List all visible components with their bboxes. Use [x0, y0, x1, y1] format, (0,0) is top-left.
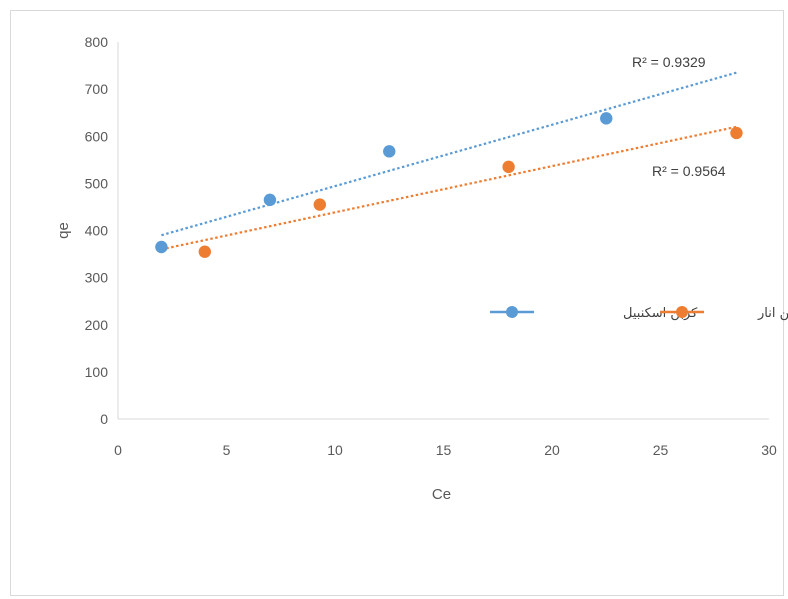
trendline	[161, 125, 737, 251]
data-points	[155, 112, 743, 258]
x-tick-label: 20	[544, 442, 560, 458]
y-tick-label: 100	[85, 364, 109, 380]
axes: 0 100 200 300 400 500 600 700 800 0 5 10 15 20 25 30	[85, 34, 777, 458]
y-tick-label: 300	[85, 270, 109, 286]
trendlines	[161, 71, 737, 251]
data-point	[502, 160, 515, 174]
x-tick-label: 10	[327, 442, 343, 458]
y-tick-label: 600	[85, 128, 109, 144]
y-axis-title: qe	[55, 222, 72, 239]
data-point	[383, 145, 396, 158]
legend-marker	[506, 306, 518, 318]
chart-frame	[10, 10, 784, 596]
x-axis-title: Ce	[432, 486, 451, 503]
x-tick-label: 5	[223, 442, 231, 458]
x-tick-label: 15	[436, 442, 452, 458]
legend: کربن اسکنبیلکربن انار	[490, 306, 788, 321]
data-point	[313, 198, 327, 211]
y-tick-label: 700	[85, 81, 109, 97]
r-squared-label: R² = 0.9564	[652, 163, 726, 179]
y-tick-label: 400	[85, 223, 109, 239]
trendline	[161, 71, 737, 237]
y-tick-label: 200	[85, 317, 109, 333]
x-tick-label: 0	[114, 442, 122, 458]
data-point	[263, 193, 277, 207]
data-point	[198, 245, 211, 258]
r-squared-label: R² = 0.9329	[632, 54, 706, 70]
legend-marker	[676, 306, 688, 318]
data-point	[600, 112, 613, 125]
x-tick-label: 30	[761, 442, 777, 458]
y-tick-label: 0	[100, 411, 108, 427]
y-tick-label: 800	[85, 34, 109, 50]
y-tick-label: 500	[85, 175, 109, 191]
data-point	[155, 240, 168, 254]
data-point	[730, 126, 743, 140]
x-tick-label: 25	[653, 442, 669, 458]
labels: Ce qe R² = 0.9329 R² = 0.9564	[55, 54, 726, 503]
legend-label: کربن انار	[757, 306, 788, 321]
